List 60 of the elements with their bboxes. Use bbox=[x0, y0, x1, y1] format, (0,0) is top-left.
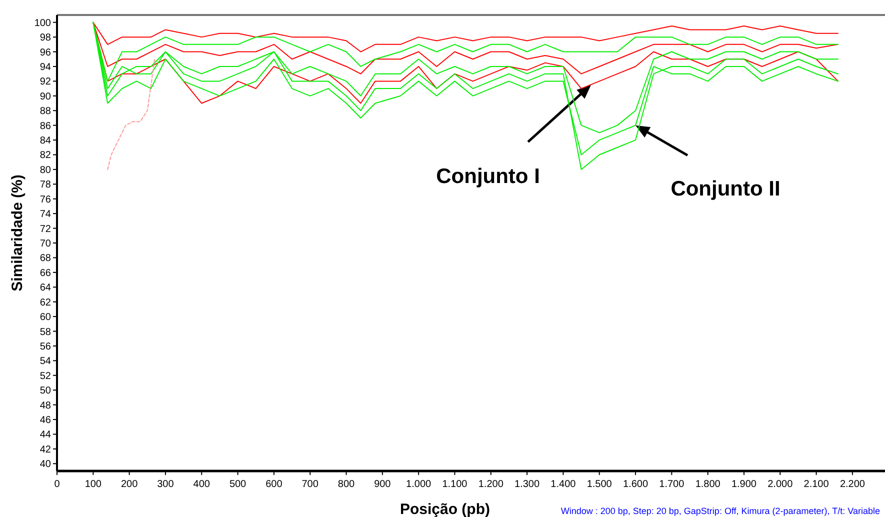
y-tick-label: 64 bbox=[40, 282, 52, 294]
y-tick-label: 80 bbox=[40, 164, 52, 176]
y-tick-label: 84 bbox=[40, 136, 52, 147]
y-tick-label: 58 bbox=[40, 326, 52, 338]
x-tick-label: 300 bbox=[157, 479, 174, 490]
x-tick-label: 2.100 bbox=[804, 479, 830, 490]
x-tick-label: 200 bbox=[120, 479, 138, 490]
y-tick-label: 62 bbox=[40, 297, 52, 308]
x-tick-label: 1.100 bbox=[442, 479, 468, 490]
x-tick-label: 800 bbox=[338, 479, 356, 490]
y-tick-label: 40 bbox=[40, 459, 52, 470]
x-tick-label: 1.800 bbox=[695, 479, 721, 490]
y-tick-label: 72 bbox=[40, 224, 52, 235]
x-tick-label: 1.700 bbox=[659, 479, 685, 490]
y-tick-label: 78 bbox=[40, 180, 52, 191]
y-tick-label: 100 bbox=[34, 18, 52, 29]
annotation: Conjunto I bbox=[436, 164, 540, 188]
x-tick-label: 400 bbox=[193, 479, 210, 490]
y-tick-label: 82 bbox=[40, 150, 52, 162]
y-tick-label: 74 bbox=[40, 209, 52, 220]
y-tick-label: 94 bbox=[40, 62, 52, 73]
x-tick-label: 1.900 bbox=[731, 479, 757, 490]
y-tick-label: 88 bbox=[40, 106, 52, 118]
y-tick-label: 86 bbox=[40, 120, 52, 132]
x-tick-label: 900 bbox=[374, 479, 392, 490]
x-tick-label: 1.400 bbox=[550, 479, 576, 490]
annotation: Conjunto II bbox=[670, 177, 780, 200]
y-tick-label: 90 bbox=[40, 91, 52, 102]
y-tick-label: 44 bbox=[40, 430, 52, 441]
x-tick-label: 1.300 bbox=[514, 479, 540, 490]
y-tick-label: 48 bbox=[40, 400, 52, 412]
y-tick-label: 98 bbox=[40, 32, 52, 44]
x-tick-label: 1.600 bbox=[623, 479, 648, 490]
x-tick-label: 2.200 bbox=[840, 479, 866, 490]
y-axis-title: Similaridade (%) bbox=[9, 174, 26, 292]
x-tick-label: 1.500 bbox=[586, 479, 612, 490]
y-tick-label: 66 bbox=[40, 268, 52, 279]
y-tick-label: 54 bbox=[40, 356, 52, 368]
x-tick-label: 600 bbox=[266, 479, 283, 490]
y-tick-label: 46 bbox=[40, 415, 52, 426]
y-tick-label: 76 bbox=[40, 194, 52, 206]
y-tick-label: 50 bbox=[40, 386, 52, 397]
x-tick-label: 100 bbox=[84, 479, 102, 490]
y-tick-label: 70 bbox=[40, 238, 52, 250]
x-tick-label: 700 bbox=[302, 479, 319, 490]
x-tick-label: 1.000 bbox=[406, 479, 432, 490]
y-tick-label: 96 bbox=[40, 47, 52, 58]
y-tick-label: 56 bbox=[40, 341, 52, 352]
x-tick-label: 0 bbox=[54, 479, 60, 490]
y-tick-label: 42 bbox=[40, 444, 52, 456]
x-tick-label: 500 bbox=[229, 479, 247, 490]
y-tick-label: 92 bbox=[40, 76, 52, 88]
text: Window : 200 bp, Step: 20 bp, GapStrip: Off, Kimura (2-parameter), T/t: Variable bbox=[560, 506, 880, 516]
y-tick-label: 68 bbox=[40, 253, 52, 264]
y-tick-label: 52 bbox=[40, 370, 52, 382]
x-tick-label: 1.200 bbox=[478, 479, 504, 490]
y-tick-label: 60 bbox=[40, 312, 52, 324]
x-tick-label: 2.000 bbox=[768, 479, 794, 490]
line-series bbox=[107, 58, 156, 170]
x-axis-title: Posição (pb) bbox=[400, 501, 490, 517]
